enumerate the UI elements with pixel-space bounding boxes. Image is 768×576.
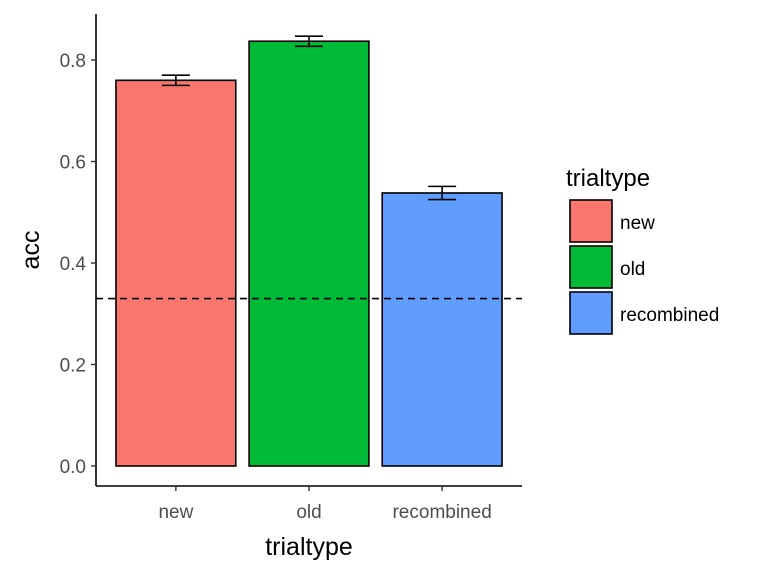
bar-recombined [381, 192, 503, 467]
axes-layer: 0.0 0.2 0.4 0.6 0.8 new old recombined [60, 14, 522, 523]
legend-key-recombined [569, 291, 613, 335]
y-axis-title: acc [17, 231, 45, 270]
legend-label: recombined [620, 305, 719, 326]
error-bars-layer [161, 35, 457, 201]
y-tick-label: 0.2 [60, 356, 86, 377]
legend: trialtype new old recombined [566, 165, 719, 335]
y-tick-label: 0.4 [60, 254, 87, 275]
x-tick-label: old [296, 502, 321, 523]
y-tick-label: 0.8 [60, 51, 86, 72]
y-tick-label: 0.0 [60, 457, 86, 478]
bar-old [248, 40, 370, 467]
x-tick-label: new [158, 502, 193, 523]
bars-layer [115, 40, 503, 467]
y-tick-label: 0.6 [60, 153, 86, 174]
legend-label: old [620, 259, 645, 280]
legend-label: new [620, 213, 655, 234]
legend-key-old [569, 245, 613, 289]
legend-title: trialtype [566, 165, 650, 192]
x-tick-label: recombined [392, 502, 491, 523]
legend-key-new [569, 199, 613, 243]
x-axis-title: trialtype [265, 533, 353, 561]
bar-new [115, 79, 237, 467]
